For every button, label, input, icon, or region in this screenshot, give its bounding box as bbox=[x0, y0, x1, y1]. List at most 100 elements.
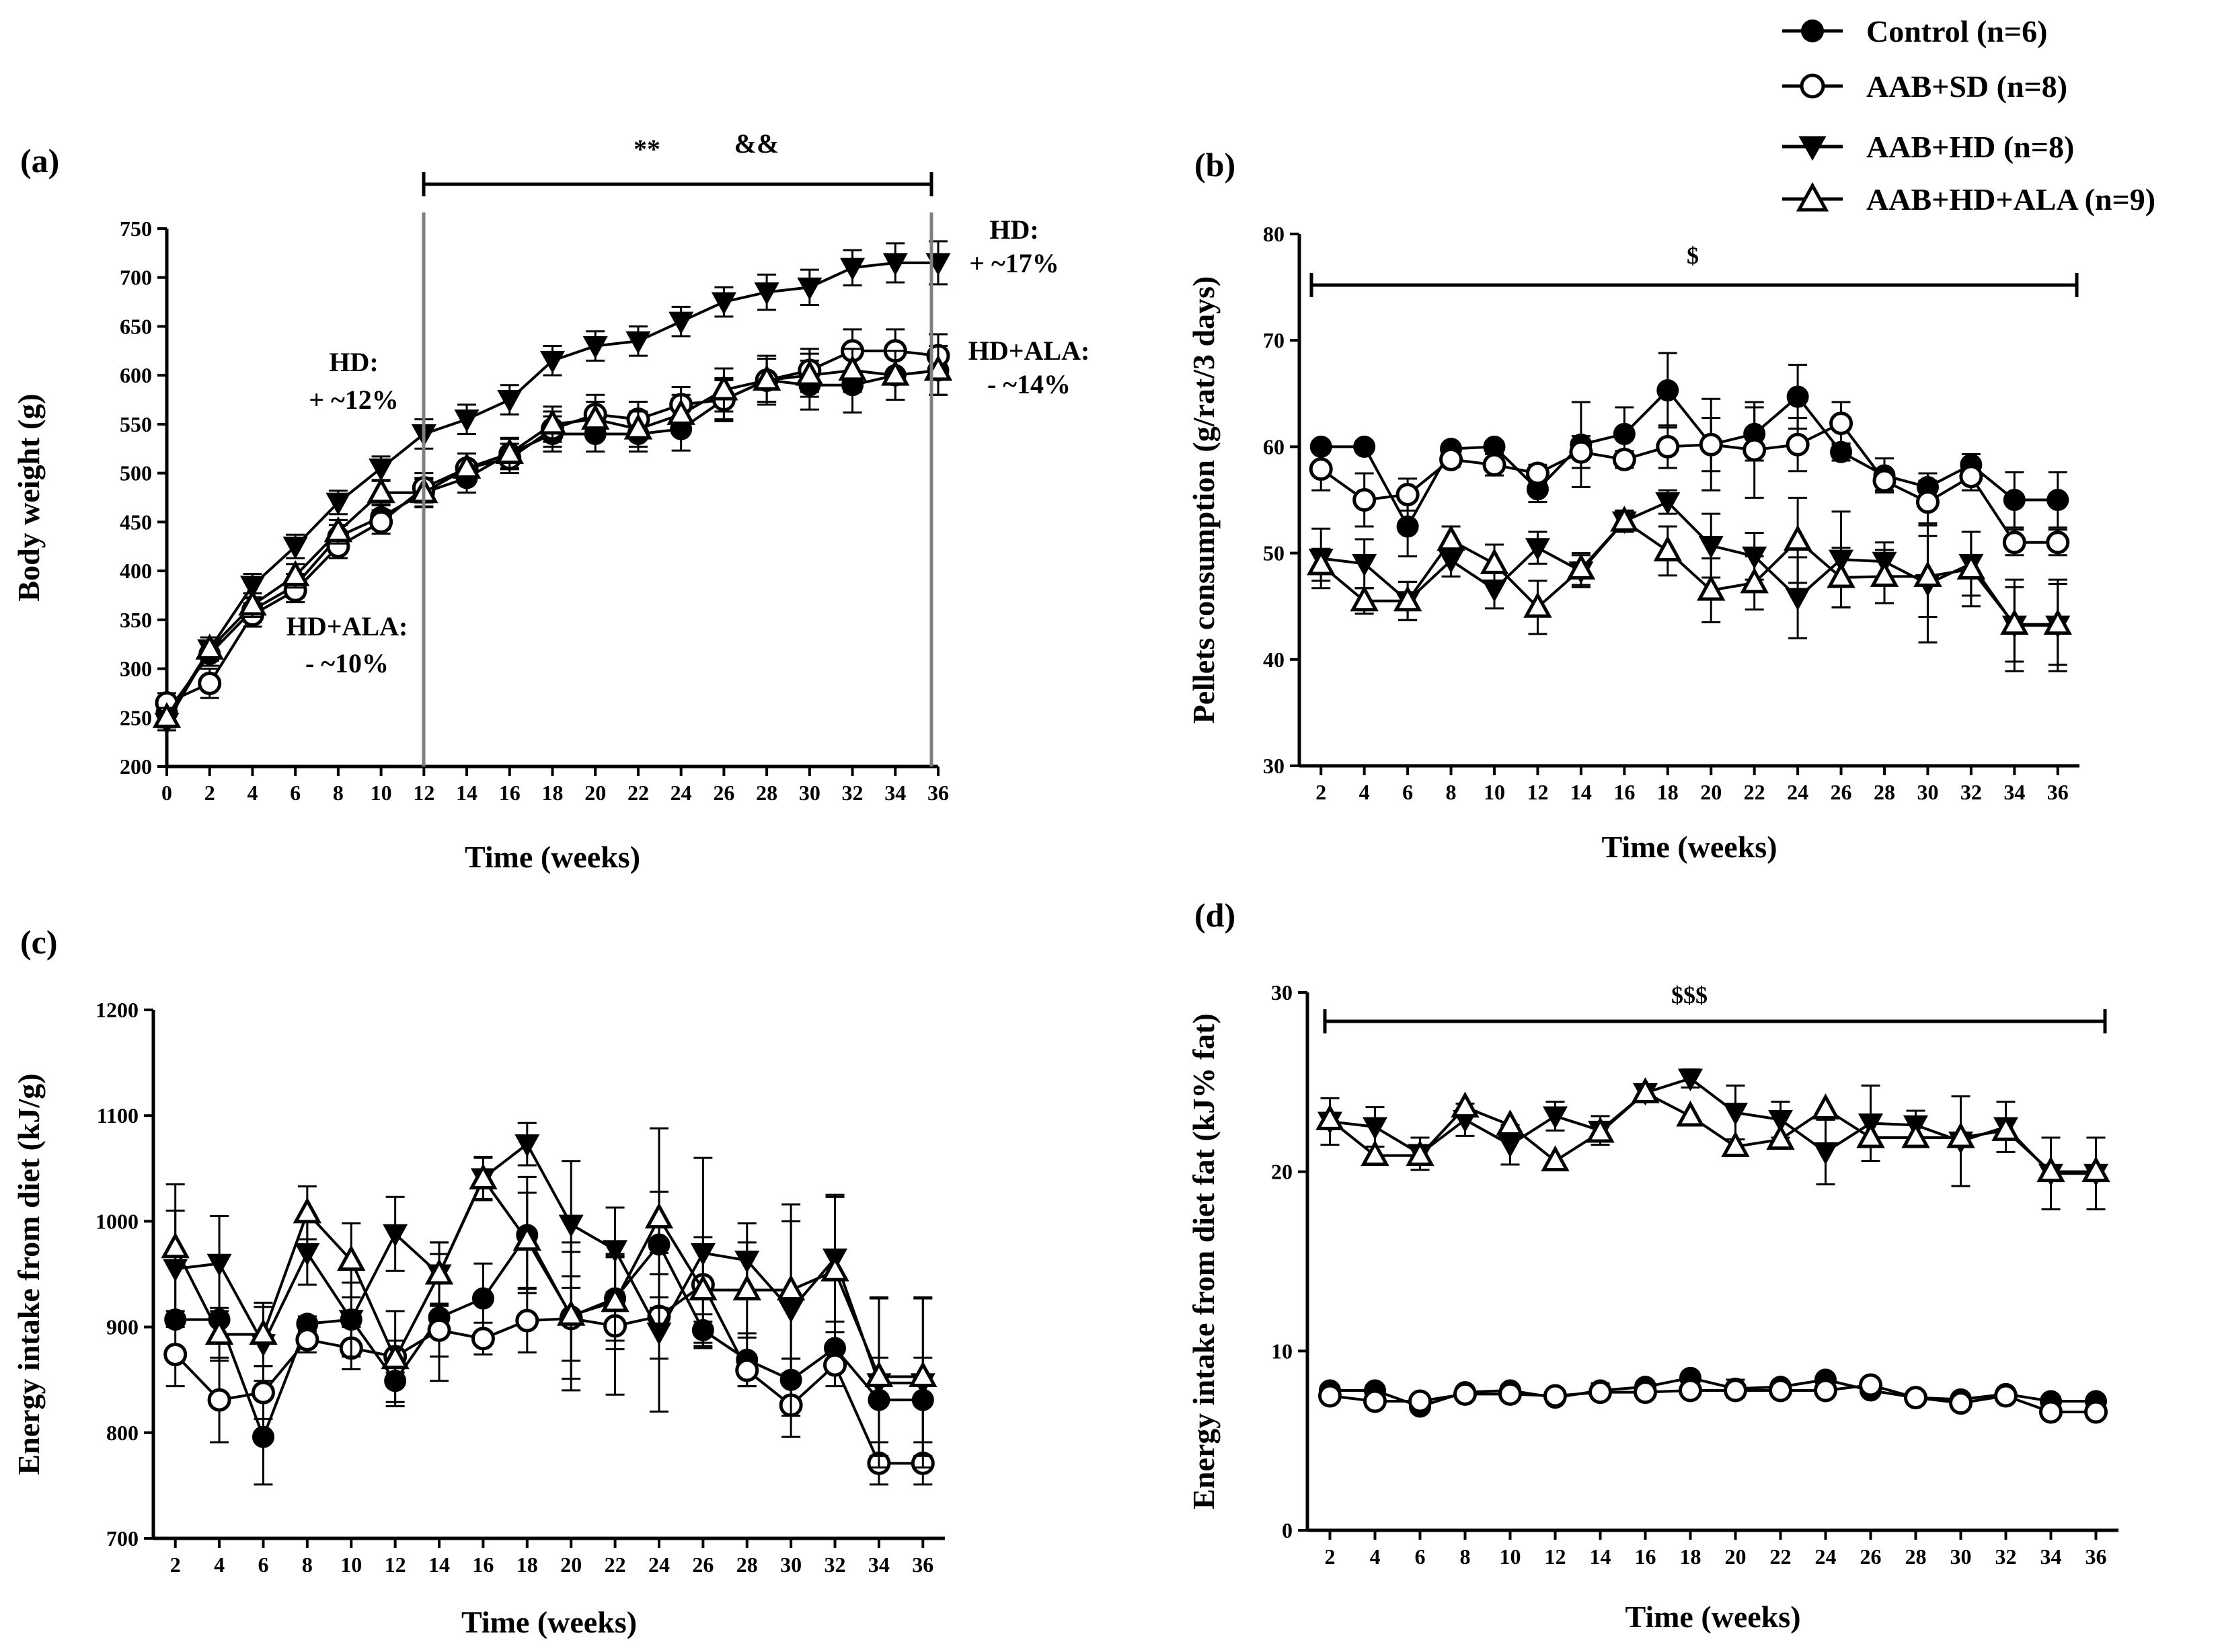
panel-a-data-point bbox=[625, 331, 651, 354]
panel-d-data-point bbox=[1724, 1378, 1747, 1403]
panel-c-x-tick-label: 22 bbox=[605, 1552, 626, 1577]
panel-b-y-tick-label: 30 bbox=[1263, 754, 1285, 778]
panel-c-data-point bbox=[512, 1224, 542, 1251]
panel-b-data-point bbox=[1613, 422, 1636, 445]
panel-d-x-tick-label: 12 bbox=[1545, 1544, 1566, 1569]
panel-a-data-point bbox=[239, 576, 265, 599]
hd-week12-label: HD: bbox=[329, 347, 378, 377]
panel-b-x-tick-label: 28 bbox=[1874, 780, 1895, 804]
panel-b-data-point bbox=[2003, 489, 2026, 511]
panel-b-data-point bbox=[1439, 447, 1463, 471]
panel-b-data-point bbox=[1656, 379, 1679, 402]
panel-d-x-tick-label: 22 bbox=[1770, 1544, 1792, 1569]
legend-item-aab-hd-ala: AAB+HD+ALA (n=9) bbox=[1782, 182, 2155, 217]
panel-d-data-point bbox=[1904, 1386, 1927, 1410]
panel-a-data-point bbox=[710, 374, 738, 401]
panel-b-x-tick-label: 12 bbox=[1527, 780, 1548, 804]
panel-d-data-point bbox=[1901, 1122, 1930, 1148]
panel-d-y-tick-label: 0 bbox=[1282, 1518, 1293, 1542]
panel-a-x-tick-label: 2 bbox=[204, 781, 215, 805]
panel-b-data-point bbox=[1699, 432, 1723, 457]
panel-a-x-tick-label: 4 bbox=[247, 781, 258, 805]
panel-d-data-point bbox=[1721, 1131, 1750, 1157]
panel-b-data-point bbox=[1653, 535, 1683, 561]
hd-week36-label: HD: bbox=[989, 214, 1038, 245]
panel-a-x-tick-label: 16 bbox=[499, 781, 521, 805]
panel-a-data-point bbox=[711, 292, 736, 315]
panel-a-data-point bbox=[840, 258, 866, 281]
panel-c-x-tick-label: 20 bbox=[560, 1552, 582, 1577]
panel-c-x-tick-label: 14 bbox=[428, 1552, 450, 1577]
panel-a-y-axis-label: Body weight (g) bbox=[11, 393, 46, 601]
panel-d-data-point bbox=[1679, 1378, 1702, 1403]
panel-c-data-point bbox=[469, 1163, 498, 1190]
panel-c-data-point bbox=[603, 1240, 628, 1263]
panel-d-data-point bbox=[1859, 1373, 1882, 1397]
legend-marker-aab-sd bbox=[1800, 73, 1825, 99]
panel-d-data-point bbox=[1541, 1145, 1570, 1172]
panel-a-y-tick-label: 200 bbox=[120, 754, 152, 779]
panel-c-data-point bbox=[646, 1322, 672, 1345]
panel-d-data-point bbox=[1812, 1142, 1839, 1165]
panel-d-data-point bbox=[1363, 1389, 1387, 1413]
panel-c-data-point bbox=[735, 1358, 759, 1382]
panel-a-data-point bbox=[238, 589, 267, 616]
panel-b-data-point bbox=[2046, 530, 2070, 555]
panel-b-x-tick-label: 14 bbox=[1570, 780, 1592, 804]
panel-b-data-point bbox=[1482, 453, 1506, 477]
legend: Control (n=6) AAB+SD (n=8) AAB+HD (n=8) … bbox=[1782, 14, 2155, 217]
panel-b-data-point bbox=[1743, 438, 1767, 462]
panel-a-x-tick-label: 12 bbox=[413, 781, 434, 805]
panel-c-x-tick-label: 10 bbox=[340, 1552, 362, 1577]
panel-d-data-point bbox=[1543, 1384, 1567, 1408]
panel-a-x-tick-label: 10 bbox=[371, 781, 392, 805]
panel-b-x-tick-label: 26 bbox=[1831, 780, 1852, 804]
panel-a-x-tick-label: 34 bbox=[884, 781, 906, 805]
panel-b-data-point bbox=[1309, 457, 1333, 481]
panel-d-data-point bbox=[1497, 1135, 1523, 1158]
panel-a-data-point bbox=[881, 359, 910, 386]
panel-d-y-tick-label: 20 bbox=[1271, 1160, 1293, 1184]
panel-b-data-point bbox=[1785, 588, 1810, 611]
panel-b-x-tick-label: 22 bbox=[1744, 780, 1765, 804]
panel-c-data-point bbox=[514, 1134, 540, 1157]
panel-c-data-point bbox=[689, 1274, 718, 1301]
panel-a-label: (a) bbox=[20, 142, 59, 180]
panel-a-series-3 bbox=[152, 345, 953, 729]
panel-b-y-axis-label: Pellets consumption (g/rat/3 days) bbox=[1186, 276, 1221, 724]
panel-b-data-point bbox=[1569, 440, 1593, 464]
panel-c-data-point bbox=[295, 1243, 320, 1266]
legend-marker-aab-hd bbox=[1798, 136, 1827, 161]
panel-d-data-point bbox=[1722, 1103, 1749, 1126]
panel-b-data-point bbox=[1525, 538, 1550, 561]
panel-a-x-tick-label: 0 bbox=[161, 781, 172, 805]
panel-d-x-tick-label: 24 bbox=[1815, 1544, 1837, 1569]
panel-a-y-tick-label: 300 bbox=[120, 657, 152, 681]
panel-a-x-tick-label: 18 bbox=[542, 781, 564, 805]
panel-b-data-point bbox=[2000, 608, 2029, 635]
panel-b-x-tick-label: 30 bbox=[1917, 780, 1938, 804]
panel-b-data-point bbox=[2043, 608, 2073, 635]
panel-d-series-3 bbox=[1315, 1077, 2110, 1183]
panel-d-x-tick-label: 20 bbox=[1725, 1544, 1747, 1569]
panel-b-x-tick-label: 10 bbox=[1484, 780, 1505, 804]
panel-c-x-tick-label: 8 bbox=[302, 1552, 313, 1577]
panel-b-x-tick-label: 18 bbox=[1657, 780, 1679, 804]
panel-c-data-point bbox=[161, 1232, 190, 1259]
panel-d-data-point bbox=[1676, 1100, 1705, 1127]
panel-b-x-tick-label: 24 bbox=[1787, 780, 1808, 804]
legend-label-aab-hd-ala: AAB+HD+ALA (n=9) bbox=[1866, 182, 2155, 217]
panel-a-y-tick-label: 600 bbox=[120, 363, 152, 387]
panel-c-series-line bbox=[174, 1176, 923, 1378]
panel-c-data-point bbox=[293, 1197, 322, 1224]
panel-b-data-point bbox=[1827, 561, 1855, 588]
panel-b-data-point bbox=[1437, 524, 1465, 551]
panel-b-x-tick-label: 36 bbox=[2047, 780, 2069, 804]
panel-a-y-tick-label: 400 bbox=[120, 559, 152, 583]
panel-d-x-tick-label: 4 bbox=[1370, 1544, 1381, 1569]
panel-c-data-point bbox=[252, 1425, 274, 1448]
panel-b-data-point bbox=[1956, 553, 1986, 580]
